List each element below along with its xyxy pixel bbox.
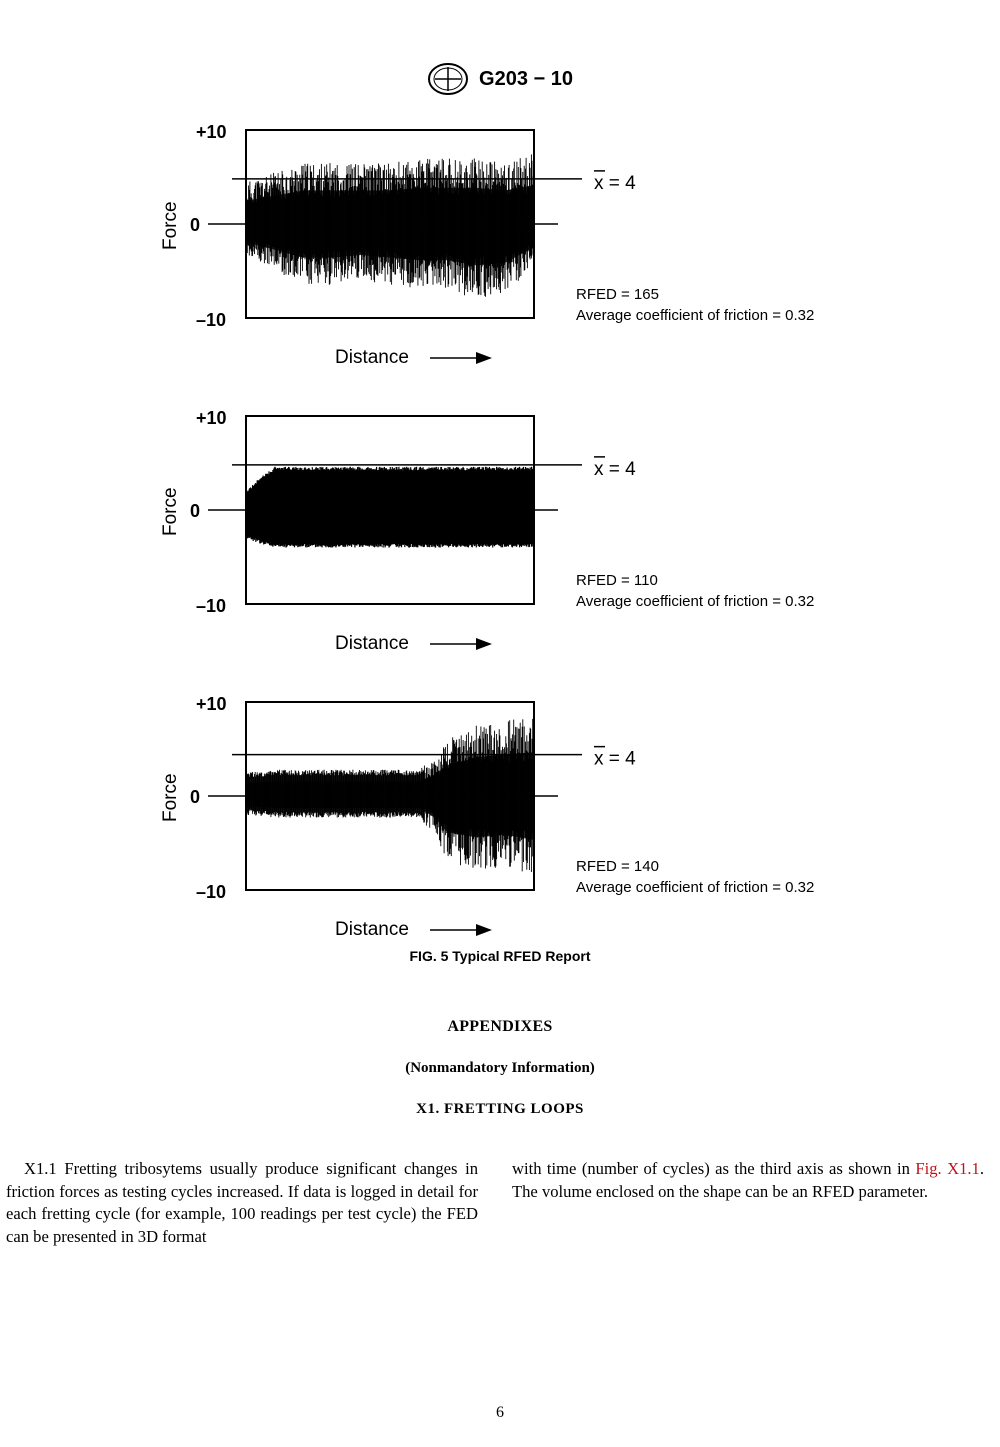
right-column-text-end: . The volume enclosed on the shape can b… xyxy=(512,1159,984,1201)
rfed-value-label: RFED = 140 xyxy=(576,858,659,875)
chart-1-svg: +10 0 –10 Force Distance x = 4 RFED = 165 Avera… xyxy=(160,122,814,368)
y-tick-label: 0 xyxy=(190,501,200,521)
section-title: X1. FRETTING LOOPS xyxy=(416,1101,584,1117)
force-distance-chart-1: +10 0 –10 Force Distance x = 4 RFED = 165 Avera… xyxy=(0,118,1000,373)
chart-3-svg: +10 0 –10 Force Distance x = 4 RFED = 140 Avera… xyxy=(160,694,814,940)
arrow-right-icon xyxy=(476,924,492,936)
mean-label: x = 4 xyxy=(594,459,636,480)
figure-link[interactable]: Fig. X1.1 xyxy=(915,1159,980,1178)
y-tick-label: –10 xyxy=(196,882,226,902)
body-right-column: with time (number of cycles) as the thir… xyxy=(512,1158,984,1203)
signal-core xyxy=(246,486,534,531)
page-number: 6 xyxy=(496,1404,504,1421)
page-header: G203 − 10 xyxy=(0,62,1000,96)
y-axis-label: Force xyxy=(160,201,181,250)
appendixes-heading: APPENDIXES xyxy=(447,1018,553,1035)
x-axis-label: Distance xyxy=(335,347,409,368)
arrow-right-icon xyxy=(476,352,492,364)
right-column-text-start: with time (number of cycles) as the thir… xyxy=(512,1159,910,1178)
force-distance-chart-3: +10 0 –10 Force Distance x = 4 RFED = 140 Avera… xyxy=(0,690,1000,945)
body-left-column: X1.1 Fretting tribosytems usually produc… xyxy=(6,1159,478,1246)
y-tick-label: +10 xyxy=(196,694,227,714)
arrow-right-icon xyxy=(476,638,492,650)
rfed-value-label: RFED = 110 xyxy=(576,572,658,589)
y-axis-label: Force xyxy=(160,487,181,536)
force-distance-chart-2: +10 0 –10 Force Distance x = 4 RFED = 110 Avera… xyxy=(0,404,1000,659)
friction-value-label: Average coefficient of friction = 0.32 xyxy=(576,879,814,896)
friction-value-label: Average coefficient of friction = 0.32 xyxy=(576,593,814,610)
chart-2-svg: +10 0 –10 Force Distance x = 4 RFED = 110 Avera… xyxy=(160,408,814,654)
nonmandatory-subtitle: (Nonmandatory Information) xyxy=(405,1060,595,1076)
astm-logo-icon xyxy=(428,63,469,95)
y-tick-label: +10 xyxy=(196,408,227,428)
x-axis-label: Distance xyxy=(335,919,409,940)
x-axis-label: Distance xyxy=(335,633,409,654)
y-tick-label: –10 xyxy=(196,596,226,616)
y-tick-label: 0 xyxy=(190,215,200,235)
y-tick-label: 0 xyxy=(190,787,200,807)
y-axis-label: Force xyxy=(160,773,181,822)
figure-caption: FIG. 5 Typical RFED Report xyxy=(409,948,591,964)
document-designation: G203 − 10 xyxy=(479,67,573,90)
y-tick-label: –10 xyxy=(196,310,226,330)
mean-label: x = 4 xyxy=(594,173,636,194)
y-tick-label: +10 xyxy=(196,122,227,142)
rfed-value-label: RFED = 165 xyxy=(576,286,659,303)
friction-value-label: Average coefficient of friction = 0.32 xyxy=(576,307,814,324)
signal-core xyxy=(246,185,534,266)
mean-label: x = 4 xyxy=(594,749,636,770)
